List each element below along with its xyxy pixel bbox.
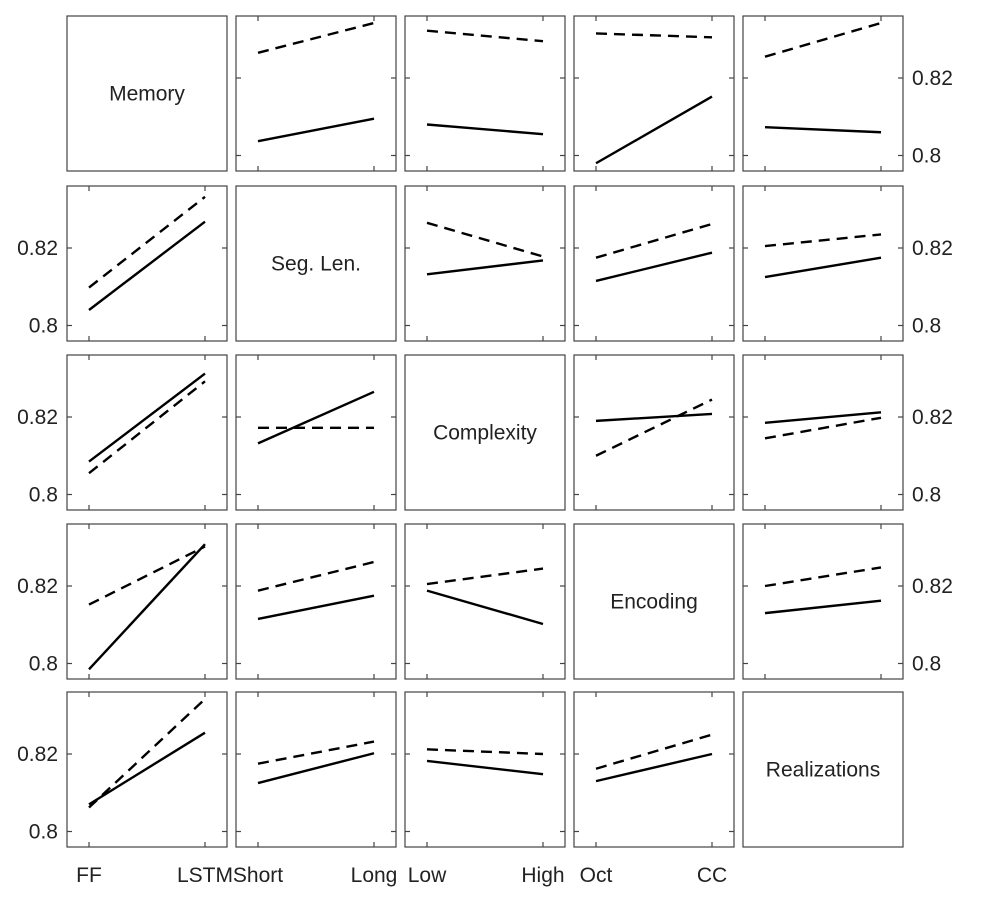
dashed-series-line <box>595 398 713 457</box>
x-tick-label: Oct <box>580 864 613 887</box>
dashed-series-line <box>426 567 544 586</box>
y-tick-label-right: 0.82 <box>912 237 953 260</box>
panel-frame <box>235 691 397 848</box>
x-tick-label: CC <box>697 864 727 887</box>
panel-frame <box>235 15 397 172</box>
solid-series-line <box>257 594 375 621</box>
factor-label: Seg. Len. <box>271 253 361 276</box>
dashed-series-line <box>257 740 375 765</box>
panel-frame <box>66 15 228 172</box>
panel-frame <box>66 523 228 680</box>
panel-frame <box>742 185 904 342</box>
panel-frame <box>573 354 735 511</box>
dashed-series-line <box>88 545 206 606</box>
solid-series-line <box>257 752 375 785</box>
panel-frame <box>742 691 904 848</box>
solid-series-line <box>257 390 375 445</box>
solid-series-line <box>764 411 882 425</box>
x-tick-label: Low <box>408 864 447 887</box>
factor-label: Memory <box>109 83 185 106</box>
solid-series-line <box>257 117 375 143</box>
panel-frame <box>573 691 735 848</box>
y-tick-label-left: 0.82 <box>17 406 58 429</box>
y-tick-label-left: 0.8 <box>29 821 58 844</box>
dashed-series-line <box>88 380 206 475</box>
dashed-series-line <box>764 233 882 248</box>
panel-frame <box>66 691 228 848</box>
dashed-series-line <box>426 221 544 258</box>
y-tick-label-right: 0.8 <box>912 315 941 338</box>
solid-series-line <box>764 599 882 615</box>
dashed-series-line <box>88 698 206 809</box>
panel-frame <box>66 185 228 342</box>
y-tick-label-left: 0.82 <box>17 237 58 260</box>
panel-frame <box>742 523 904 680</box>
panel-frame <box>235 354 397 511</box>
panel-frame <box>742 354 904 511</box>
y-tick-label-left: 0.8 <box>29 315 58 338</box>
solid-series-line <box>595 752 713 783</box>
y-tick-label-right: 0.82 <box>912 575 953 598</box>
solid-series-line <box>88 220 206 311</box>
solid-series-line <box>764 126 882 134</box>
y-tick-label-right: 0.8 <box>912 145 941 168</box>
x-tick-label: High <box>521 864 564 887</box>
factor-label: Encoding <box>610 591 698 614</box>
x-tick-label: Long <box>351 864 398 887</box>
panel-frame <box>404 691 566 848</box>
dashed-series-line <box>764 566 882 588</box>
panel-frame <box>573 523 735 680</box>
solid-series-line <box>88 543 206 671</box>
solid-series-line <box>764 256 882 279</box>
y-tick-label-left: 0.8 <box>29 484 58 507</box>
y-tick-label-left: 0.8 <box>29 653 58 676</box>
dashed-series-line <box>764 416 882 440</box>
x-tick-label: Short <box>233 864 283 887</box>
solid-series-line <box>595 251 713 283</box>
dashed-series-line <box>426 29 544 43</box>
y-tick-label-left: 0.82 <box>17 743 58 766</box>
panel-frame <box>235 523 397 680</box>
dashed-series-line <box>88 195 206 289</box>
solid-series-line <box>88 372 206 463</box>
solid-series-line <box>426 589 544 626</box>
panel-frame <box>404 185 566 342</box>
dashed-series-line <box>595 32 713 39</box>
panel-frame <box>66 354 228 511</box>
panel-frame <box>742 15 904 172</box>
panel-frame <box>573 185 735 342</box>
y-tick-label-right: 0.8 <box>912 653 941 676</box>
panel-frame <box>573 15 735 172</box>
factor-label: Realizations <box>766 759 880 782</box>
solid-series-line <box>595 95 713 165</box>
panel-frame <box>404 15 566 172</box>
dashed-series-line <box>595 733 713 770</box>
x-tick-label: FF <box>76 864 102 887</box>
panel-frame <box>235 185 397 342</box>
solid-series-line <box>426 259 544 276</box>
panel-frame <box>404 354 566 511</box>
solid-series-line <box>426 123 544 136</box>
y-tick-label-right: 0.8 <box>912 484 941 507</box>
dashed-series-line <box>426 748 544 756</box>
panel-frame <box>404 523 566 680</box>
y-tick-label-right: 0.82 <box>912 67 953 90</box>
solid-series-line <box>595 412 713 423</box>
y-tick-label-left: 0.82 <box>17 575 58 598</box>
solid-series-line <box>88 731 206 806</box>
dashed-series-line <box>764 21 882 58</box>
factor-label: Complexity <box>433 422 537 445</box>
x-tick-label: LSTM <box>177 864 233 887</box>
dashed-series-line <box>257 21 375 54</box>
dashed-series-line <box>257 560 375 592</box>
solid-series-line <box>426 759 544 776</box>
dashed-series-line <box>595 222 713 259</box>
y-tick-label-right: 0.82 <box>912 406 953 429</box>
